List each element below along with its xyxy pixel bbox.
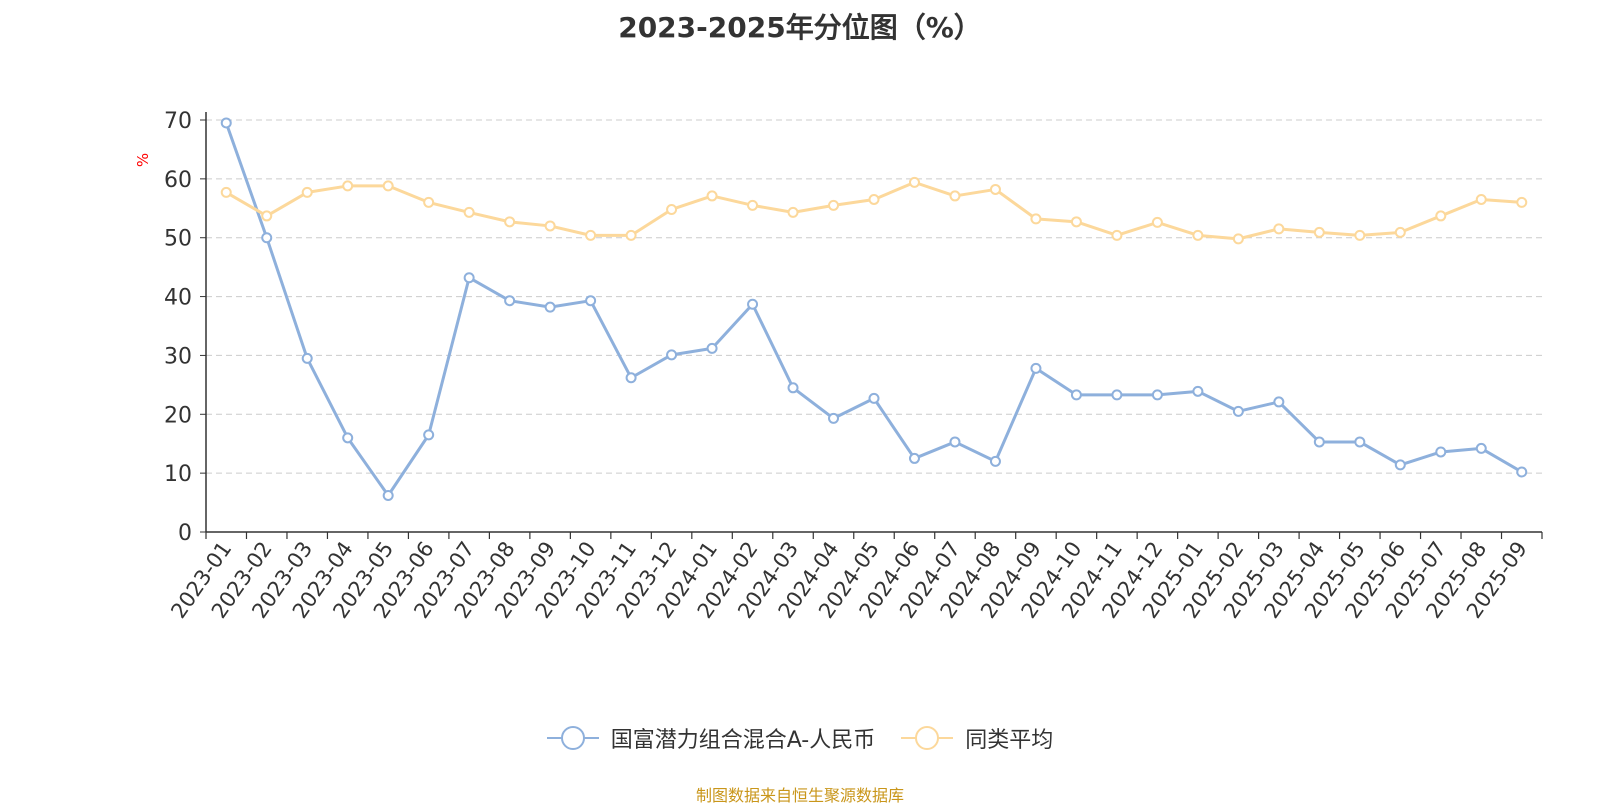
series-1-point [1435,446,1447,458]
legend-item-series-2[interactable]: 同类平均 [901,722,1053,754]
y-tick-label: 70 [164,109,192,134]
series-1-point [463,272,475,284]
series-2-point [220,186,232,198]
series-1-point [1394,459,1406,471]
legend-item-series-1[interactable]: 国富潜力组合混合A-人民币 [546,722,876,754]
series-1-point [787,382,799,394]
series-2-point [828,199,840,211]
legend: 国富潜力组合混合A-人民币 同类平均 [0,722,1600,754]
series-1-point [1232,405,1244,417]
series-1-point [585,295,597,307]
series-2-point [989,183,1001,195]
series-1-point [868,392,880,404]
chart-title: 2023-2025年分位图（%） [618,11,982,44]
series-2-point [1516,196,1528,208]
series-1-point [544,301,556,313]
y-tick-label: 20 [164,403,192,428]
series-2-point [868,193,880,205]
series-1-point [1313,436,1325,448]
series-1-point [908,452,920,464]
series-2-point [747,199,759,211]
series-2-point [342,180,354,192]
series-1-point [382,490,394,502]
series-1-point [1030,362,1042,374]
series-1-point [1111,389,1123,401]
series-2-point [423,196,435,208]
series-2-point [625,229,637,241]
series-2-point [1151,216,1163,228]
series-line-2 [225,180,1522,241]
y-tick-label: 40 [164,286,192,311]
series-1-point [1475,442,1487,454]
series-2-point [301,186,313,198]
series-1-point [342,432,354,444]
series-2-point [1394,226,1406,238]
series-2-point [1232,233,1244,245]
y-tick-label: 30 [164,344,192,369]
series-2-point [1313,226,1325,238]
series-2-point [908,176,920,188]
series-2-point [585,229,597,241]
y-tick-label: 10 [164,462,192,487]
series-1-point [423,429,435,441]
series-1-point [989,455,1001,467]
series-1-point [828,412,840,424]
series-2-point [1475,193,1487,205]
series-1-point [706,342,718,354]
series-2-point [787,206,799,218]
legend-swatch-series-2 [901,726,954,750]
source-note: 制图数据来自恒生聚源数据库 [695,786,904,805]
series-2-point [1030,213,1042,225]
legend-label-series-2: 同类平均 [965,728,1054,753]
y-axis-unit-label: % [134,153,152,167]
y-tick-label: 0 [178,521,192,546]
legend-label-series-1: 国富潜力组合混合A-人民币 [610,728,876,753]
series-1-point [666,349,678,361]
y-tick-label: 60 [164,168,192,193]
series-2-point [949,190,961,202]
series-1-point [301,352,313,364]
series-2-point [706,190,718,202]
series-2-point [1111,229,1123,241]
series-1-point [625,372,637,384]
series-2-point [1435,210,1447,222]
series-1-point [261,232,273,244]
series-1-point [1516,466,1528,478]
legend-swatch-series-1 [546,726,599,750]
series-1-point [949,436,961,448]
series-1-point [1070,389,1082,401]
series-1-point [1273,396,1285,408]
grid-lines [206,119,1542,474]
series-2-point [1273,223,1285,235]
series-2-point [1354,229,1366,241]
series-2-point [1070,216,1082,228]
series-lines [220,117,1528,502]
series-1-point [747,298,759,310]
series-1-point [1354,436,1366,448]
series-1-point [220,117,232,129]
series-2-point [382,180,394,192]
series-2-point [463,206,475,218]
series-1-point [1192,385,1204,397]
series-2-point [544,220,556,232]
series-2-point [1192,229,1204,241]
series-1-point [1151,389,1163,401]
series-2-point [666,203,678,215]
series-2-point [504,216,516,228]
series-2-point [261,210,273,222]
y-tick-label: 50 [164,227,192,252]
series-1-point [504,295,516,307]
